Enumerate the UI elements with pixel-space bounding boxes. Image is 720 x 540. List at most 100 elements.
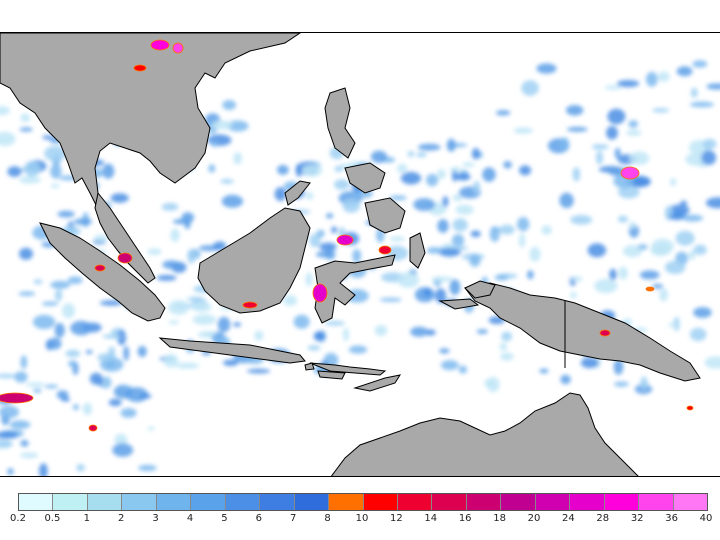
rain-patch bbox=[637, 244, 648, 250]
rain-patch bbox=[316, 229, 325, 238]
legend-swatch bbox=[501, 494, 536, 510]
rain-patch bbox=[220, 178, 234, 184]
rain-patch bbox=[44, 145, 67, 162]
rain-patch bbox=[435, 288, 447, 304]
rain-patch bbox=[181, 212, 195, 223]
rain-patch bbox=[42, 135, 54, 140]
rain-patch bbox=[595, 150, 604, 165]
rain-patch bbox=[39, 463, 48, 476]
rain-patch bbox=[61, 397, 71, 402]
land-mindanao bbox=[364, 197, 406, 234]
rain-patch bbox=[33, 388, 42, 394]
rain-patch bbox=[442, 196, 449, 208]
rain-patch bbox=[192, 314, 217, 325]
rain-patch bbox=[690, 87, 698, 98]
rain-patch bbox=[626, 129, 642, 136]
map-canvas bbox=[0, 33, 720, 476]
legend-tick-label: 0.5 bbox=[44, 513, 61, 524]
heavy-rain-layer bbox=[0, 39, 694, 432]
rain-patch bbox=[629, 151, 650, 165]
rain-patch bbox=[702, 138, 717, 150]
rain-patch bbox=[559, 192, 574, 209]
rain-patch bbox=[102, 163, 115, 179]
rain-patch bbox=[616, 80, 640, 88]
rain-patch bbox=[342, 327, 350, 342]
rain-patch bbox=[571, 276, 583, 282]
legend-swatch bbox=[363, 494, 398, 510]
rain-patch bbox=[451, 234, 465, 247]
rain-patch bbox=[455, 204, 474, 215]
legend-tick-label: 40 bbox=[699, 513, 713, 524]
rain-patch bbox=[651, 283, 664, 289]
rain-patch bbox=[85, 349, 93, 355]
rain-patch bbox=[19, 452, 39, 459]
legend-swatch bbox=[639, 494, 674, 510]
rain-patch bbox=[452, 218, 468, 232]
rain-patch bbox=[210, 140, 219, 147]
rain-patch bbox=[309, 233, 321, 248]
heavy-rain-cell bbox=[242, 301, 258, 309]
land-new-guinea bbox=[464, 282, 701, 382]
rain-patch bbox=[580, 357, 599, 369]
land-seram bbox=[438, 298, 480, 310]
legend-swatch bbox=[329, 494, 364, 510]
legend-tick-label: 14 bbox=[424, 513, 438, 524]
rain-patch bbox=[617, 215, 629, 223]
rain-patch bbox=[449, 167, 462, 173]
legend-swatch bbox=[570, 494, 605, 510]
legend-swatch bbox=[19, 494, 54, 510]
heavy-rain-cell bbox=[378, 245, 392, 255]
legend-tick-label: 12 bbox=[390, 513, 403, 524]
rain-patch bbox=[334, 179, 350, 191]
rain-patch bbox=[319, 242, 337, 252]
rain-patch bbox=[455, 246, 468, 251]
rain-patch bbox=[110, 193, 129, 203]
rain-patch bbox=[449, 279, 461, 296]
rain-patch bbox=[313, 331, 326, 342]
legend-tick-label: 2 bbox=[118, 513, 125, 524]
rain-patch bbox=[175, 362, 200, 369]
rain-patch bbox=[570, 292, 577, 299]
rain-patch bbox=[223, 359, 239, 366]
rain-patch bbox=[693, 307, 712, 318]
rain-patch bbox=[416, 152, 427, 158]
rain-patch bbox=[0, 373, 17, 379]
legend-tick-label: 5 bbox=[221, 513, 228, 524]
rain-patch bbox=[97, 353, 117, 362]
rain-patch bbox=[112, 443, 134, 457]
rain-patch bbox=[566, 105, 584, 116]
rain-patch bbox=[62, 303, 75, 319]
rain-patch bbox=[476, 329, 488, 334]
rain-patch bbox=[657, 71, 670, 82]
rain-patch bbox=[70, 320, 92, 336]
rain-patch bbox=[676, 66, 693, 77]
rain-patch bbox=[664, 260, 686, 274]
rain-patch bbox=[446, 138, 456, 152]
legend-swatch bbox=[225, 494, 261, 510]
legend-swatch bbox=[604, 494, 640, 510]
land-java bbox=[158, 337, 306, 364]
land-timor bbox=[353, 374, 402, 392]
rain-patch bbox=[162, 260, 180, 270]
legend-tick-label: 10 bbox=[355, 513, 369, 524]
rain-patch bbox=[54, 289, 63, 302]
rain-patch bbox=[489, 226, 500, 242]
heavy-rain-cell bbox=[645, 286, 655, 292]
rain-patch bbox=[693, 244, 707, 255]
legend-swatch bbox=[397, 494, 433, 510]
rain-patch bbox=[315, 251, 335, 258]
rain-patch bbox=[23, 161, 41, 177]
rain-patch bbox=[72, 404, 80, 411]
rain-patch bbox=[307, 345, 321, 351]
precipitation-map bbox=[0, 32, 720, 477]
rain-patch bbox=[379, 297, 402, 302]
rain-patch bbox=[669, 213, 685, 221]
rain-patch bbox=[101, 376, 112, 389]
rain-patch bbox=[614, 381, 629, 387]
rain-patch bbox=[705, 197, 720, 209]
rain-patch bbox=[606, 126, 618, 140]
land-bird-head bbox=[464, 280, 496, 299]
rain-patch bbox=[56, 390, 69, 400]
rain-patch bbox=[168, 300, 190, 315]
land-sumatra bbox=[39, 222, 166, 322]
